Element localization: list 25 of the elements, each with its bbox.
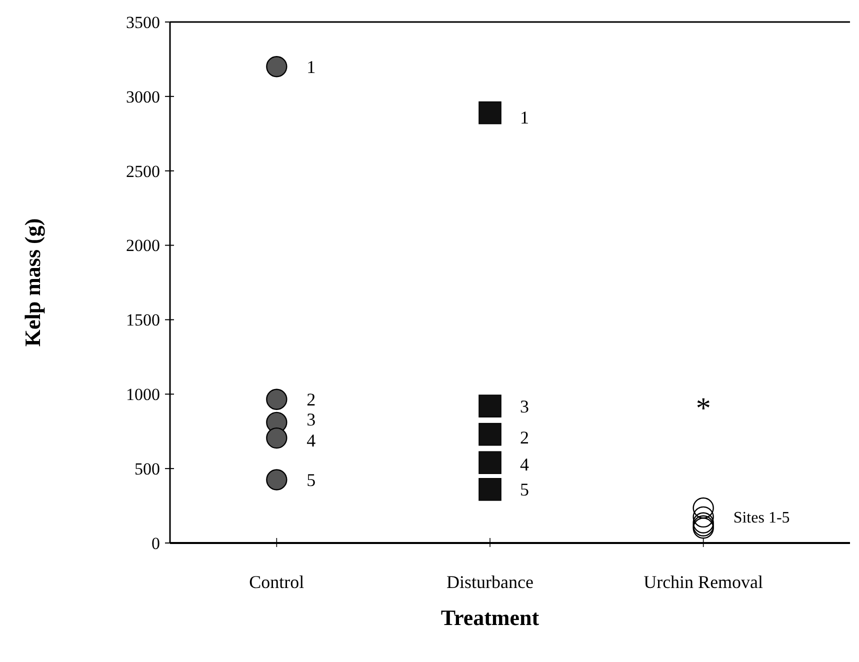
- y-tick-label: 2500: [126, 162, 160, 181]
- y-axis-title: Kelp mass (g): [20, 218, 45, 347]
- annotation: 5: [306, 470, 316, 490]
- y-tick-label: 1000: [126, 385, 160, 404]
- annotation: 4: [306, 430, 316, 451]
- annotation: 1: [520, 108, 529, 128]
- y-tick-label: 1500: [126, 310, 160, 330]
- annotation: 3: [306, 410, 316, 430]
- annotation: 3: [520, 396, 529, 416]
- annotation: 1: [306, 56, 316, 77]
- annotation: Sites 1-5: [733, 510, 790, 527]
- annotation: *: [696, 392, 711, 426]
- x-axis-title: Treatment: [440, 605, 540, 630]
- y-tick-label: 500: [134, 460, 160, 479]
- annotation: 4: [520, 454, 529, 474]
- y-tick-label: 0: [152, 534, 160, 553]
- y-tick-label: 2000: [126, 236, 160, 256]
- annotation: 5: [520, 480, 529, 500]
- x-tick-label: Urchin Removal: [644, 572, 764, 592]
- x-tick-label: Disturbance: [446, 572, 534, 592]
- y-tick-label: 3000: [126, 87, 160, 106]
- annotation: 2: [520, 428, 529, 448]
- x-tick-label: Control: [249, 572, 304, 592]
- annotation: 2: [306, 390, 316, 410]
- y-tick-label: 3500: [126, 12, 160, 32]
